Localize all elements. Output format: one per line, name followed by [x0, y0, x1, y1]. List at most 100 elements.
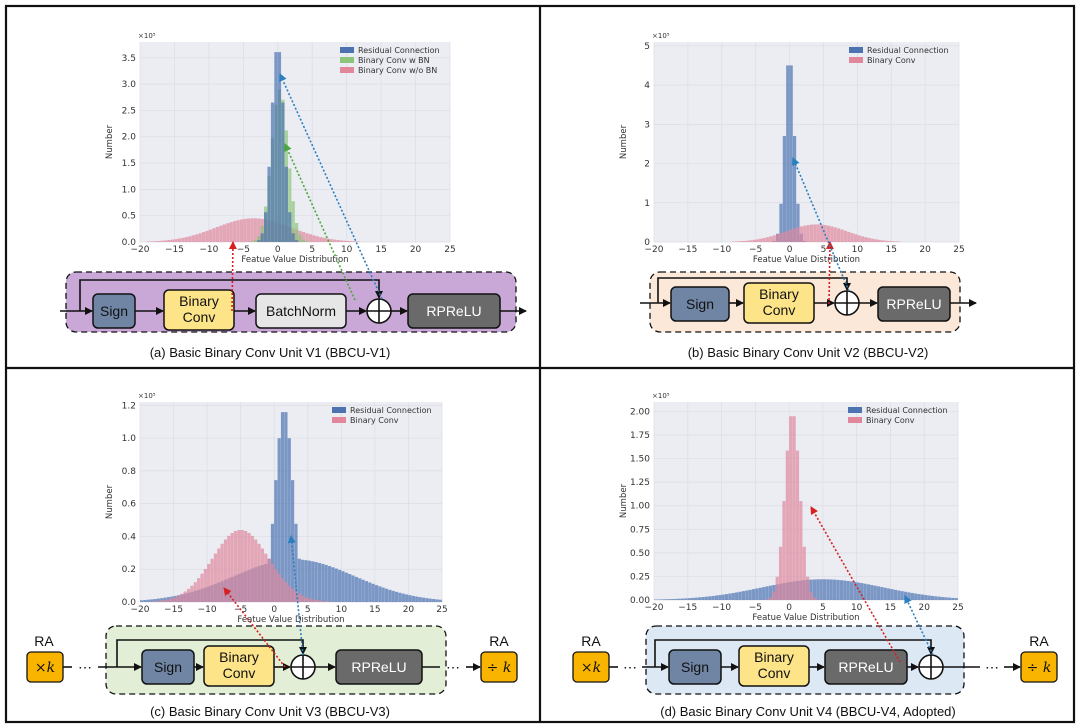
- histogram-bar: [786, 65, 790, 242]
- histogram-bar: [395, 591, 399, 602]
- histogram-bar: [354, 576, 358, 602]
- histogram-bar: [177, 238, 182, 242]
- plot-area: [654, 42, 959, 242]
- histogram-bar: [857, 235, 861, 242]
- ra-divide-op: ÷ k: [1027, 660, 1052, 676]
- histogram-bar: [418, 597, 422, 602]
- rprelu-label: RPReLU: [351, 659, 406, 675]
- histogram-bar: [405, 594, 409, 602]
- rprelu-label: RPReLU: [838, 659, 893, 675]
- histogram-bar: [301, 595, 305, 602]
- green-dotted-pointer: [284, 143, 356, 301]
- y-tick-label: 1.5: [122, 159, 136, 169]
- histogram-bar: [776, 234, 780, 242]
- histogram-bar: [796, 227, 800, 242]
- histogram-bar: [284, 412, 288, 602]
- histogram-bar: [274, 568, 278, 602]
- histogram-bar: [288, 168, 292, 242]
- sign-label: Sign: [686, 296, 714, 312]
- ra-left-label: RA: [581, 633, 601, 649]
- series-residual-connection: [257, 52, 299, 243]
- histogram-bar: [954, 598, 958, 600]
- histogram-bar: [778, 546, 783, 600]
- histogram-bar: [876, 586, 881, 600]
- histogram-bar: [183, 591, 187, 602]
- histogram-bar: [860, 236, 864, 242]
- histogram-bar: [748, 240, 753, 242]
- histogram-bar: [167, 240, 171, 242]
- histogram-bar: [166, 599, 171, 602]
- histogram-bar: [257, 240, 261, 242]
- histogram-bar: [351, 575, 355, 602]
- histogram-bar: [745, 590, 749, 600]
- histogram-bar: [391, 590, 395, 602]
- histogram-bar: [364, 581, 369, 602]
- sign-label: Sign: [100, 303, 128, 319]
- legend-label: Residual Connection: [867, 46, 949, 55]
- binary-conv-label-1: Binary: [759, 286, 799, 302]
- histogram-bar: [195, 234, 199, 242]
- y-tick-label: 0.25: [630, 572, 650, 582]
- histogram-bar: [257, 218, 261, 242]
- x-tick-label: −10: [712, 603, 731, 613]
- histogram-bar: [677, 598, 681, 600]
- histogram-bar: [350, 241, 354, 242]
- histogram-bar: [277, 438, 281, 602]
- histogram-bar: [891, 241, 895, 242]
- histogram-bar: [324, 564, 328, 602]
- y-multiplier: ×10⁵: [652, 392, 670, 400]
- legend-label: Binary Conv w BN: [358, 56, 430, 65]
- histogram-bar: [315, 236, 319, 242]
- histogram-bar: [295, 223, 299, 242]
- histogram-bar: [914, 593, 918, 600]
- histogram-bar: [317, 562, 322, 602]
- histogram-bar: [758, 587, 762, 600]
- histogram-bar: [160, 598, 164, 602]
- histogram-bar: [890, 589, 894, 600]
- histogram-bar: [775, 576, 779, 600]
- histogram-bar: [219, 225, 223, 242]
- histogram-bar: [782, 135, 787, 242]
- legend-swatch: [849, 47, 863, 53]
- histogram-bar: [738, 241, 742, 242]
- histogram-bar: [297, 593, 301, 602]
- histogram-bar: [230, 532, 234, 602]
- histogram-bar: [244, 531, 248, 602]
- histogram-bar: [806, 225, 810, 242]
- x-tick-label: 5: [820, 603, 826, 613]
- histogram-bar: [346, 240, 350, 242]
- x-tick-label: 15: [375, 245, 386, 255]
- panel-d: 0.00 0.25 0.50 0.75 1.00 1.25 1.50 1.75 2.00 −20 −…: [572, 392, 1058, 719]
- histogram-bar: [274, 480, 278, 602]
- x-tick-label: −10: [198, 605, 217, 615]
- histogram-bar: [331, 567, 335, 602]
- panel-b: 0 1 2 3 4 5 −20 −15 −10 −5 0 5 10 15 20 25 Featue Value …: [619, 32, 977, 360]
- histogram-bar: [830, 226, 834, 242]
- histogram-bar: [840, 229, 844, 242]
- histogram-bar: [802, 546, 806, 600]
- histogram-bar: [910, 592, 914, 600]
- histogram-bar: [277, 573, 281, 602]
- y-multiplier: ×10⁵: [138, 392, 156, 400]
- histogram-bar: [171, 239, 175, 242]
- histogram-bar: [894, 241, 898, 242]
- x-tick-label: −5: [237, 245, 250, 255]
- histogram-bar: [428, 598, 432, 602]
- legend-label: Binary Conv: [866, 416, 915, 425]
- histogram-bar: [223, 539, 228, 602]
- x-tick-label: 20: [403, 605, 415, 615]
- histogram-bar: [809, 579, 813, 600]
- histogram-bar: [782, 231, 787, 242]
- y-tick-label: 3.0: [122, 80, 137, 90]
- histogram-bar: [160, 240, 164, 242]
- x-tick-label: 10: [336, 605, 348, 615]
- red-dotted-pointer: [228, 241, 237, 312]
- histogram-bar: [250, 535, 254, 602]
- histogram-bar: [213, 553, 218, 602]
- x-tick-label: −20: [645, 603, 664, 613]
- histogram-bar: [163, 597, 167, 602]
- histogram-bar: [344, 572, 348, 602]
- histogram-bar: [301, 239, 306, 242]
- ra-divide-op: ÷ k: [487, 660, 512, 676]
- x-tick-label: 25: [436, 605, 447, 615]
